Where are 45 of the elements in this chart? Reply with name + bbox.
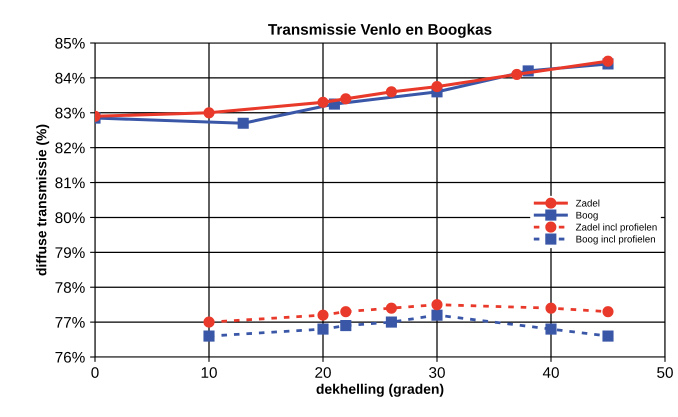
point [602,306,614,318]
chart-title: Transmissie Venlo en Boogkas [268,24,492,38]
x-tick-label: 50 [657,367,673,378]
point [317,324,329,335]
y-tick-label: 84% [55,72,85,84]
point [386,316,397,328]
y-axis-title: diffuse transmissie (%) [36,124,50,276]
x-tick-label: 0 [91,367,99,378]
point [340,320,352,332]
x-tick-label: 20 [315,367,331,378]
x-tick-label: 40 [542,367,559,378]
point [545,302,557,314]
point [340,93,352,104]
y-tick-label: 85% [55,38,85,49]
y-tick-label: 78% [55,282,85,293]
point [317,310,329,321]
y-tick-label: 80% [55,212,85,224]
point [203,330,215,342]
point [386,86,397,98]
point [511,68,522,80]
y-tick-label: 82% [55,142,85,154]
point [602,330,614,342]
x-tick-label: 10 [202,367,217,378]
point [602,56,614,67]
point [431,310,443,321]
point [431,299,443,310]
y-tick-label: 77% [55,317,85,328]
point [340,306,352,318]
legend-label: Boog [576,212,598,221]
x-axis-title: dekhelling (graden) [316,384,444,397]
x-tick-label: 30 [429,367,445,378]
point [203,107,215,118]
point [386,302,397,314]
y-tick-label: 79% [55,247,85,258]
point [545,324,557,335]
point [317,96,329,108]
legend-label: Zadel incl profielen [576,223,657,232]
point [238,118,249,129]
point [431,81,443,92]
y-tick-label: 81% [55,177,85,188]
legend-label: Zadel [576,199,600,207]
y-tick-label: 83% [55,108,85,118]
y-tick-label: 76% [55,352,85,363]
legend-label: Boog incl profielen [576,235,655,244]
point [203,316,215,328]
